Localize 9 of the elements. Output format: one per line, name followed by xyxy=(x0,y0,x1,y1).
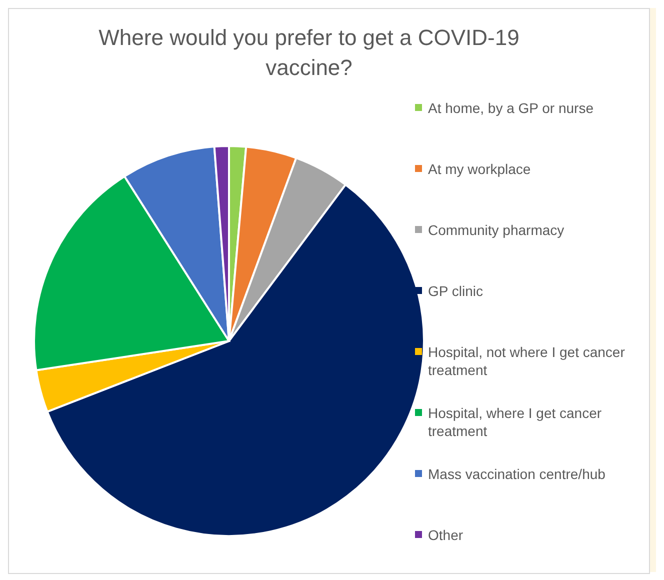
legend-label: Hospital, not where I get cancer treatment xyxy=(428,343,626,379)
legend-label: Hospital, where I get cancer treatment xyxy=(428,404,603,440)
legend-label: At home, by a GP or nurse xyxy=(428,99,594,117)
chart-title: Where would you prefer to get a COVID-19 vaccine? xyxy=(98,24,520,82)
legend-label: Other xyxy=(428,526,464,544)
legend-label: At my workplace xyxy=(428,160,531,178)
legend-label: GP clinic xyxy=(428,282,483,300)
legend-label: Mass vaccination centre/hub xyxy=(428,465,606,483)
legend-label: Community pharmacy xyxy=(428,221,564,239)
